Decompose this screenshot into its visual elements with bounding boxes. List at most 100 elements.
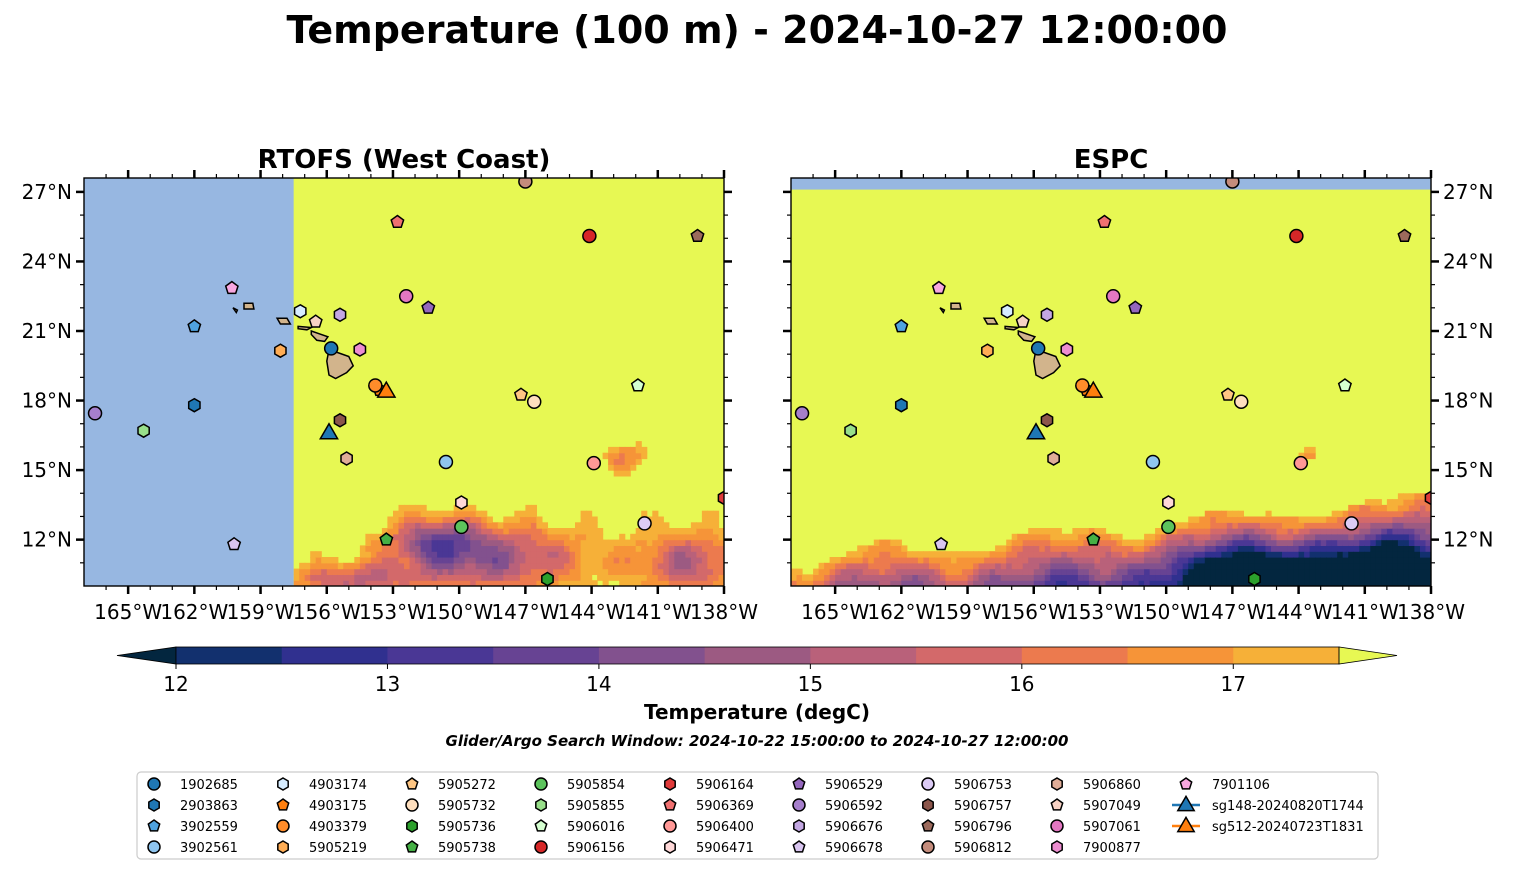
- field-cell: [713, 574, 720, 581]
- legend-item-2903863: 2903863: [148, 798, 238, 814]
- field-cell: [1271, 580, 1278, 586]
- field-cell: [1000, 551, 1007, 558]
- field-cell: [1182, 545, 1189, 552]
- field-cell: [1392, 568, 1399, 575]
- field-cell: [481, 557, 488, 564]
- field-cell: [437, 557, 444, 564]
- field-cell: [354, 580, 361, 586]
- field-cell: [519, 557, 526, 564]
- colorbar-tick-label: 12: [163, 672, 188, 696]
- field-cell: [381, 557, 388, 564]
- legend-item-5906471: 5906471: [664, 840, 754, 856]
- field-cell: [558, 545, 565, 552]
- field-cell: [912, 574, 919, 581]
- field-cell: [1276, 516, 1283, 523]
- field-cell: [602, 568, 609, 575]
- field-cell: [415, 574, 422, 581]
- field-cell: [1403, 493, 1410, 500]
- field-cell: [1320, 528, 1327, 535]
- field-cell: [1122, 562, 1129, 570]
- field-cell: [1000, 557, 1007, 564]
- field-cell: [558, 528, 565, 535]
- field-cell: [437, 516, 444, 523]
- field-cell: [791, 574, 798, 581]
- field-cell: [486, 562, 493, 570]
- field-cell: [608, 562, 615, 570]
- field-cell: [613, 551, 620, 558]
- field-cell: [1276, 522, 1283, 529]
- field-cell: [315, 568, 322, 575]
- legend-label: 5906369: [696, 799, 754, 814]
- x-tick-label: 162°W: [160, 600, 228, 624]
- field-cell: [851, 557, 858, 564]
- field-cell: [586, 580, 593, 586]
- field-cell: [453, 574, 460, 581]
- marker-5905854: [454, 519, 469, 535]
- field-cell: [1237, 557, 1244, 564]
- field-cell: [1337, 545, 1344, 552]
- field-cell: [481, 568, 488, 575]
- field-cell: [1375, 504, 1382, 512]
- field-cell: [497, 580, 504, 586]
- field-cell: [299, 562, 306, 570]
- field-cell: [890, 539, 897, 546]
- field-cell: [1364, 580, 1371, 586]
- field-cell: [1243, 528, 1250, 535]
- field-cell: [835, 580, 842, 586]
- field-cell: [1188, 533, 1195, 541]
- field-cell: [1188, 574, 1195, 581]
- field-cell: [1397, 539, 1404, 546]
- field-cell: [1309, 533, 1316, 541]
- field-cell: [497, 545, 504, 552]
- marker-7900877: [353, 342, 367, 357]
- field-cell: [906, 580, 913, 586]
- field-cell: [1392, 510, 1399, 518]
- field-cell: [928, 551, 935, 558]
- x-tick-label: 162°W: [867, 600, 935, 624]
- field-cell: [1342, 528, 1349, 535]
- field-cell: [1077, 574, 1084, 581]
- field-cell: [1287, 533, 1294, 541]
- field-cell: [846, 557, 853, 564]
- field-cell: [442, 516, 449, 523]
- field-cell: [420, 562, 427, 570]
- field-cell: [519, 574, 526, 581]
- field-cell: [1342, 557, 1349, 564]
- field-cell: [707, 557, 714, 564]
- field-cell: [646, 533, 653, 541]
- field-cell: [701, 551, 708, 558]
- field-cell: [1011, 533, 1018, 541]
- field-cell: [525, 551, 532, 558]
- field-cell: [597, 528, 604, 535]
- field-cell: [1364, 504, 1371, 512]
- field-cell: [503, 522, 510, 529]
- field-cell: [1287, 545, 1294, 552]
- field-cell: [1420, 568, 1427, 575]
- field-cell: [404, 551, 411, 558]
- field-cell: [1177, 545, 1184, 552]
- field-cell: [1271, 551, 1278, 558]
- field-cell: [1039, 568, 1046, 575]
- field-cell: [1138, 562, 1145, 570]
- field-cell: [813, 568, 820, 575]
- field-cell: [1403, 533, 1410, 541]
- field-cell: [1408, 516, 1415, 523]
- legend-label: 4903175: [309, 799, 367, 814]
- field-cell: [1105, 574, 1112, 581]
- field-cell: [1232, 522, 1239, 529]
- marker-5906164: [717, 490, 724, 506]
- field-cell: [657, 574, 664, 581]
- legend-item-5905272: 5905272: [405, 777, 496, 793]
- field-cell: [459, 510, 466, 518]
- field-cell: [393, 580, 400, 586]
- field-cell: [635, 557, 642, 564]
- legend-marker: [1176, 794, 1196, 812]
- field-cell: [895, 580, 902, 586]
- field-cell: [1359, 510, 1366, 518]
- field-cell: [1133, 557, 1140, 564]
- legend-label: 3902559: [180, 820, 238, 835]
- field-cell: [1017, 533, 1024, 541]
- field-cell: [701, 568, 708, 575]
- field-cell: [1182, 557, 1189, 564]
- field-cell: [1226, 539, 1233, 546]
